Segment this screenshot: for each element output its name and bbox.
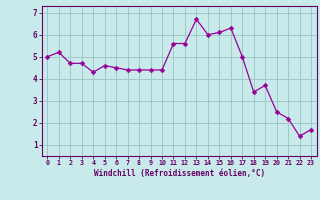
X-axis label: Windchill (Refroidissement éolien,°C): Windchill (Refroidissement éolien,°C)	[94, 169, 265, 178]
